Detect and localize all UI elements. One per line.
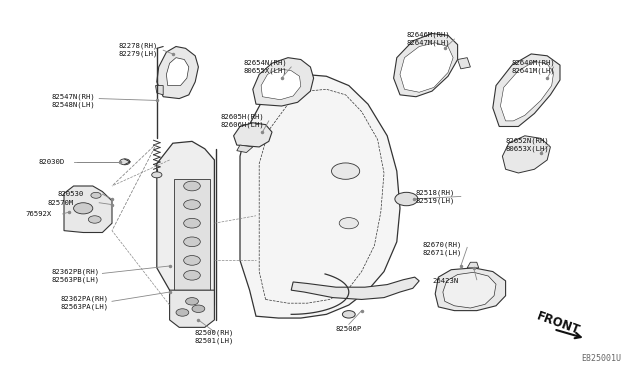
Polygon shape bbox=[261, 69, 301, 100]
Circle shape bbox=[176, 309, 189, 316]
Text: 82362PB(RH)
82563PB(LH): 82362PB(RH) 82563PB(LH) bbox=[51, 268, 99, 282]
Circle shape bbox=[184, 256, 200, 265]
Polygon shape bbox=[500, 61, 554, 121]
Polygon shape bbox=[435, 268, 506, 311]
Circle shape bbox=[184, 218, 200, 228]
Polygon shape bbox=[166, 58, 189, 86]
Polygon shape bbox=[237, 145, 253, 153]
Text: 82278(RH)
82279(LH): 82278(RH) 82279(LH) bbox=[118, 43, 158, 57]
Polygon shape bbox=[157, 141, 214, 305]
Polygon shape bbox=[394, 33, 458, 97]
Circle shape bbox=[342, 311, 355, 318]
Polygon shape bbox=[240, 74, 400, 318]
Text: 82646M(RH)
82647M(LH): 82646M(RH) 82647M(LH) bbox=[406, 32, 450, 46]
Circle shape bbox=[395, 192, 418, 206]
Polygon shape bbox=[156, 86, 163, 95]
Text: 82670(RH)
82671(LH): 82670(RH) 82671(LH) bbox=[422, 242, 462, 256]
Text: 82605H(RH)
82606H(LH): 82605H(RH) 82606H(LH) bbox=[221, 114, 264, 128]
Text: FRONT: FRONT bbox=[534, 310, 581, 337]
Text: 82654N(RH)
80655X(LH): 82654N(RH) 80655X(LH) bbox=[243, 60, 287, 74]
Polygon shape bbox=[157, 46, 198, 99]
Polygon shape bbox=[458, 58, 470, 69]
Circle shape bbox=[88, 216, 101, 223]
Circle shape bbox=[120, 159, 130, 165]
Text: 82500(RH)
82501(LH): 82500(RH) 82501(LH) bbox=[195, 330, 234, 344]
Circle shape bbox=[186, 298, 198, 305]
Text: 82506P: 82506P bbox=[335, 326, 362, 332]
Text: 82030D: 82030D bbox=[38, 159, 65, 165]
Polygon shape bbox=[467, 262, 479, 268]
Text: 26423N: 26423N bbox=[432, 278, 458, 284]
Polygon shape bbox=[493, 54, 560, 126]
Polygon shape bbox=[253, 58, 314, 106]
Circle shape bbox=[332, 163, 360, 179]
Text: 82362PA(RH)
82563PA(LH): 82362PA(RH) 82563PA(LH) bbox=[61, 296, 109, 310]
Circle shape bbox=[74, 203, 93, 214]
Polygon shape bbox=[291, 277, 419, 299]
Circle shape bbox=[184, 200, 200, 209]
Circle shape bbox=[184, 237, 200, 247]
Text: 82640M(RH)
82641M(LH): 82640M(RH) 82641M(LH) bbox=[512, 60, 556, 74]
Text: 82547N(RH)
82548N(LH): 82547N(RH) 82548N(LH) bbox=[51, 93, 95, 108]
Circle shape bbox=[192, 305, 205, 312]
Polygon shape bbox=[502, 136, 550, 173]
Circle shape bbox=[184, 181, 200, 191]
Text: 82518(RH)
82519(LH): 82518(RH) 82519(LH) bbox=[416, 190, 456, 204]
Text: 82652N(RH)
80653X(LH): 82652N(RH) 80653X(LH) bbox=[506, 138, 549, 152]
Polygon shape bbox=[170, 290, 214, 327]
Text: 820530: 820530 bbox=[58, 191, 84, 197]
Circle shape bbox=[339, 218, 358, 229]
Polygon shape bbox=[400, 43, 453, 92]
Polygon shape bbox=[64, 186, 112, 232]
Text: E825001U: E825001U bbox=[581, 354, 621, 363]
Polygon shape bbox=[174, 179, 210, 290]
Polygon shape bbox=[443, 272, 496, 308]
Circle shape bbox=[91, 192, 101, 198]
Text: 76592X: 76592X bbox=[26, 211, 52, 217]
Polygon shape bbox=[234, 123, 272, 147]
Circle shape bbox=[152, 172, 162, 178]
Circle shape bbox=[184, 270, 200, 280]
Text: 82570M: 82570M bbox=[48, 200, 74, 206]
